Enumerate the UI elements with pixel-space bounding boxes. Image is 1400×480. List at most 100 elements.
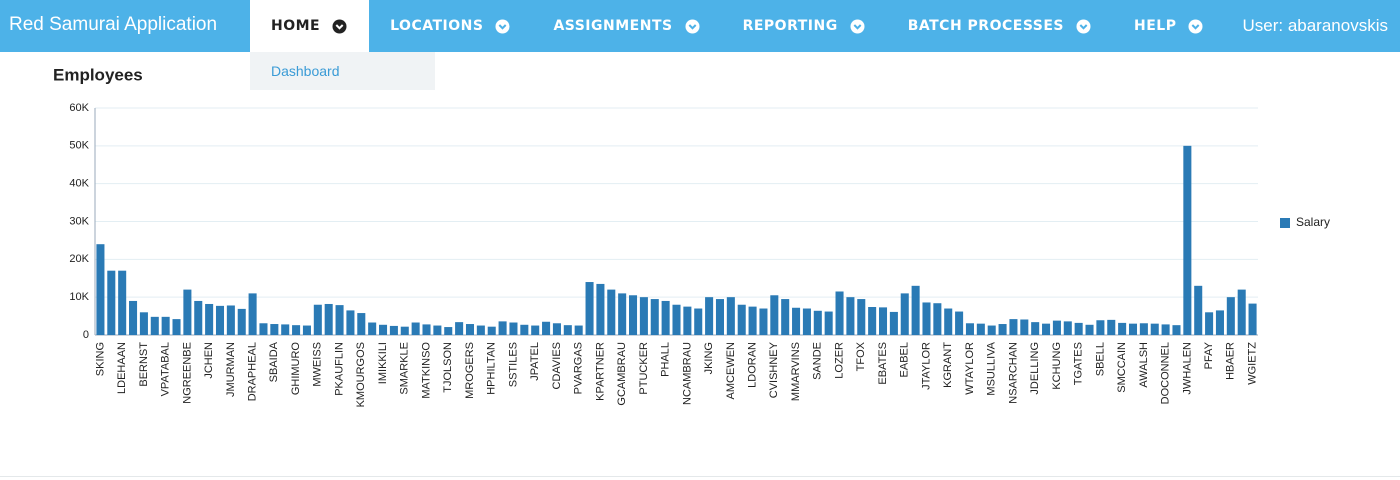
bar xyxy=(563,325,572,335)
chevron-icon xyxy=(1076,19,1091,33)
bar xyxy=(965,323,974,335)
menu-label: LOCATIONS xyxy=(390,18,484,34)
bar xyxy=(1096,320,1105,335)
bar xyxy=(509,322,518,335)
bar xyxy=(629,295,638,335)
chevron-icon xyxy=(1188,19,1203,33)
x-tick-label: TFOX xyxy=(855,341,867,371)
x-tick-label: MMARVINS xyxy=(790,342,802,401)
bar xyxy=(922,302,931,335)
x-tick-label: JWHALEN xyxy=(1181,342,1193,395)
bar xyxy=(368,322,377,335)
x-tick-label: TGATES xyxy=(1073,342,1085,385)
x-tick-label: LDORAN xyxy=(746,342,758,388)
bar xyxy=(96,244,105,335)
x-tick-label: JDELLING xyxy=(1029,342,1041,395)
y-tick-label: 20K xyxy=(69,253,89,265)
bar xyxy=(835,291,844,335)
x-tick-label: CVISHNEY xyxy=(768,341,780,398)
bar xyxy=(618,293,627,335)
chevron-icon xyxy=(332,19,347,33)
x-tick-label: MROGERS xyxy=(464,342,476,399)
x-tick-label: JCHEN xyxy=(203,342,215,379)
legend-swatch xyxy=(1280,218,1290,228)
x-tick-label: SKING xyxy=(94,342,106,376)
bar xyxy=(672,304,681,335)
bar xyxy=(379,324,388,335)
x-tick-label: LOZER xyxy=(833,342,845,379)
y-tick-label: 60K xyxy=(69,102,89,114)
bar xyxy=(759,308,768,335)
bar xyxy=(1248,303,1257,335)
bar xyxy=(998,324,1007,335)
menu-label: BATCH PROCESSES xyxy=(907,18,1065,34)
x-tick-label: BERNST xyxy=(138,342,150,387)
bar xyxy=(107,270,116,335)
dropdown-item[interactable]: Dashboard xyxy=(271,63,340,79)
bar xyxy=(987,325,996,335)
bar xyxy=(802,308,811,335)
x-tick-label: MWEISS xyxy=(312,342,324,387)
x-tick-label: AWALSH xyxy=(1138,342,1150,388)
chevron-icon xyxy=(495,19,510,33)
bar xyxy=(585,282,594,335)
menu-item[interactable]: ASSIGNMENTS xyxy=(532,0,721,52)
bar xyxy=(1031,322,1040,335)
x-tick-label: GHIMURO xyxy=(290,342,302,396)
bar xyxy=(1107,319,1116,335)
x-tick-label: JKING xyxy=(703,342,715,374)
bar xyxy=(1118,322,1127,335)
bar xyxy=(976,323,985,335)
x-tick-label: VPATABAL xyxy=(160,342,172,396)
bar xyxy=(205,303,214,335)
x-tick-label: PTUCKER xyxy=(638,342,650,395)
dropdown: Dashboard xyxy=(250,52,435,90)
bar xyxy=(335,305,344,335)
bar xyxy=(324,303,333,335)
menu-item[interactable]: HELP xyxy=(1113,0,1225,52)
bar xyxy=(650,299,659,335)
bar xyxy=(118,270,127,335)
menu-label: HOME xyxy=(271,18,321,34)
bar xyxy=(1063,321,1072,335)
bar xyxy=(150,316,159,335)
x-tick-label: HBAER xyxy=(1225,342,1237,380)
top-nav: Red Samurai Application HOME LOCATIONS ASS… xyxy=(0,0,1400,52)
bar xyxy=(1194,285,1203,335)
bar xyxy=(737,304,746,335)
bar xyxy=(1052,320,1061,335)
x-tick-label: AMCEWEN xyxy=(725,342,737,400)
bar xyxy=(1161,324,1170,335)
bar xyxy=(292,325,301,335)
bar xyxy=(900,293,909,335)
bar xyxy=(1009,319,1018,335)
bar xyxy=(683,306,692,335)
menu-item[interactable]: REPORTING xyxy=(722,0,887,52)
menu-item[interactable]: HOME xyxy=(250,0,370,52)
bar xyxy=(726,297,735,335)
menu-item[interactable]: LOCATIONS xyxy=(369,0,532,52)
bar xyxy=(433,325,442,335)
bar xyxy=(792,307,801,335)
user-label[interactable]: User: abaranovskis xyxy=(1242,16,1388,35)
bar xyxy=(498,321,507,335)
bar xyxy=(542,321,551,335)
bar xyxy=(248,293,257,335)
menu-item[interactable]: BATCH PROCESSES xyxy=(887,0,1113,52)
x-tick-label: EABEL xyxy=(899,342,911,377)
y-tick-label: 30K xyxy=(69,215,89,227)
bar xyxy=(1085,324,1094,335)
x-tick-label: JMURMAN xyxy=(225,342,237,397)
x-tick-label: WTAYLOR xyxy=(964,342,976,395)
app-title[interactable]: Red Samurai Application xyxy=(9,14,218,35)
x-tick-label: SSTILES xyxy=(507,342,519,387)
menu: HOME LOCATIONS ASSIGNMENTS REPORTING BATCH P… xyxy=(250,0,1225,52)
bar xyxy=(813,310,822,335)
bar xyxy=(215,305,225,335)
x-tick-label: SANDE xyxy=(812,342,824,380)
x-tick-label: EBATES xyxy=(877,342,889,385)
x-tick-label: LDEHAAN xyxy=(116,342,128,394)
x-tick-label: SMARKLE xyxy=(399,342,411,395)
bar xyxy=(139,312,148,335)
